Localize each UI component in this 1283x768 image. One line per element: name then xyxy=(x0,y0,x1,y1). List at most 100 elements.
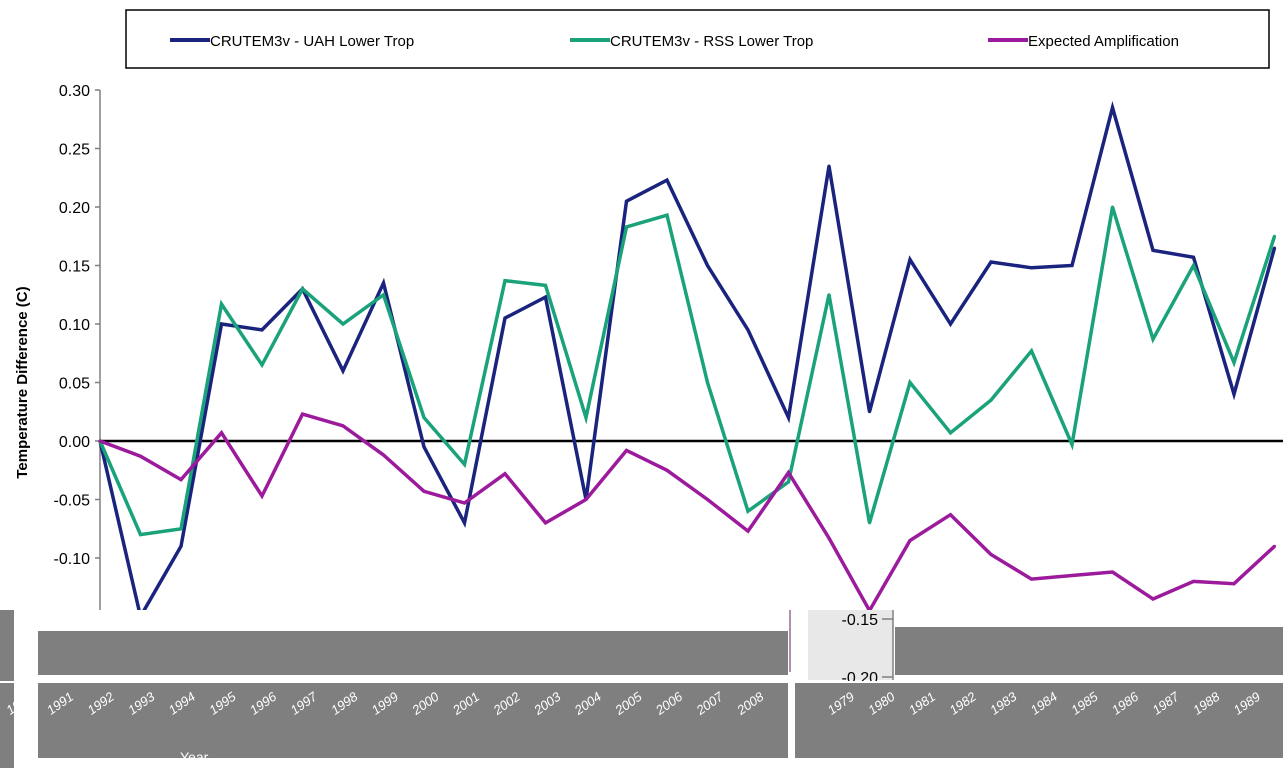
x-axis-title: Year xyxy=(180,749,209,765)
data-point xyxy=(908,258,912,262)
data-point xyxy=(1070,443,1074,447)
data-point xyxy=(665,178,669,182)
data-point xyxy=(787,416,790,420)
data-point xyxy=(382,281,385,285)
series-line xyxy=(99,412,1276,615)
data-point xyxy=(544,283,547,287)
data-point xyxy=(544,295,547,299)
y-tick-label: 0.00 xyxy=(59,434,90,451)
data-point xyxy=(301,412,304,416)
y-tick-label: 0.15 xyxy=(59,259,90,276)
data-point xyxy=(1192,264,1195,267)
data-point xyxy=(463,462,466,466)
data-point xyxy=(949,431,952,435)
y-tick-label: -0.05 xyxy=(54,493,91,510)
data-point xyxy=(868,521,871,525)
data-point xyxy=(1232,582,1236,586)
y-axis: 0.30 0.25 0.20 0.15 0.10 0.05 0.00 -0.05 -0.10 Te… xyxy=(14,83,101,610)
data-point xyxy=(584,416,588,420)
data-point xyxy=(584,498,588,501)
data-point xyxy=(746,529,750,533)
data-point xyxy=(949,513,952,517)
data-point xyxy=(787,471,790,475)
data-point xyxy=(503,279,507,283)
y-tick-label: -0.20 xyxy=(842,670,879,687)
data-point xyxy=(1070,574,1074,578)
data-point xyxy=(422,445,426,449)
data-point xyxy=(139,454,142,458)
data-point xyxy=(1111,205,1114,209)
data-point xyxy=(260,494,264,498)
data-point xyxy=(1111,570,1114,574)
data-point xyxy=(179,544,183,548)
data-point xyxy=(179,527,183,531)
y-axis-title: Temperature Difference (C) xyxy=(14,286,31,478)
y-tick-label: 0.25 xyxy=(59,142,90,159)
data-point xyxy=(989,260,993,264)
data-point xyxy=(1151,248,1155,252)
data-point xyxy=(827,293,831,297)
data-point xyxy=(1273,234,1276,238)
artifact-patch xyxy=(808,610,893,680)
data-point xyxy=(503,472,507,476)
data-point xyxy=(1030,266,1033,270)
series-line xyxy=(98,100,1277,622)
data-point xyxy=(1151,597,1155,601)
data-point xyxy=(625,448,628,452)
data-point xyxy=(139,533,142,537)
artifact-block xyxy=(0,610,14,768)
artifact-block xyxy=(38,631,788,675)
data-point xyxy=(1192,579,1195,583)
data-point xyxy=(341,369,345,373)
data-point xyxy=(908,381,912,384)
legend: CRUTEM3v - UAH Lower Trop CRUTEM3v - RSS … xyxy=(125,9,1270,69)
data-point xyxy=(949,322,952,326)
data-point xyxy=(260,363,264,367)
y-tick-label: 0.10 xyxy=(59,317,90,334)
data-point xyxy=(625,199,628,203)
data-point xyxy=(706,264,709,267)
data-point xyxy=(1030,349,1033,353)
data-point xyxy=(260,328,264,332)
data-point xyxy=(746,509,750,513)
data-point xyxy=(787,480,790,484)
data-point xyxy=(422,489,426,493)
y-tick-label: -0.15 xyxy=(842,612,879,629)
data-point xyxy=(827,164,831,168)
data-point xyxy=(1192,255,1195,259)
data-point xyxy=(1070,264,1074,267)
legend-label: CRUTEM3v - UAH Lower Trop xyxy=(210,33,414,50)
data-point xyxy=(463,521,466,525)
data-point xyxy=(746,328,750,332)
data-point xyxy=(220,322,223,326)
data-point xyxy=(625,225,628,229)
data-point xyxy=(220,431,223,435)
data-point xyxy=(382,293,385,297)
data-point xyxy=(301,287,304,291)
glitch-artifact: -0.15 -0.20 xyxy=(0,610,1283,768)
data-point xyxy=(422,416,426,420)
data-point xyxy=(463,501,466,505)
data-point xyxy=(706,381,709,384)
artifact-block xyxy=(38,683,788,758)
data-point xyxy=(1273,246,1276,250)
data-point xyxy=(341,322,345,326)
series-line xyxy=(98,206,1277,537)
data-point xyxy=(341,424,345,428)
data-point xyxy=(706,498,709,501)
data-point xyxy=(908,538,912,542)
data-point xyxy=(1273,544,1276,548)
plot-area xyxy=(98,100,1283,622)
data-point xyxy=(544,521,547,525)
data-point xyxy=(1232,361,1236,365)
data-point xyxy=(382,453,385,457)
artifact-block xyxy=(895,627,1283,675)
data-point xyxy=(665,468,669,472)
data-point xyxy=(827,536,831,540)
data-point xyxy=(1232,392,1236,396)
legend-box xyxy=(125,9,1270,69)
data-point xyxy=(868,410,871,414)
legend-label: CRUTEM3v - RSS Lower Trop xyxy=(610,33,813,50)
y-tick-label: 0.05 xyxy=(59,376,90,393)
